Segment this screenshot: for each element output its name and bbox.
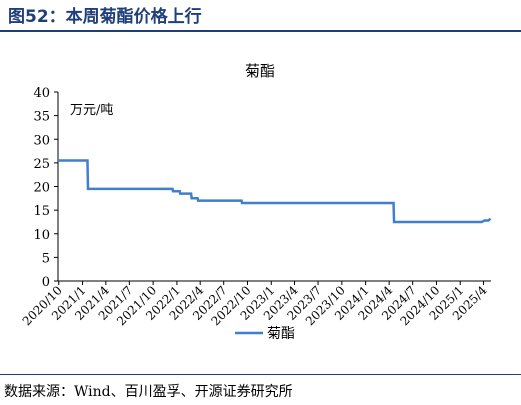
- y-tick-label: 30: [33, 133, 50, 148]
- y-tick-label: 5: [42, 251, 50, 266]
- y-tick-label: 40: [33, 86, 50, 101]
- legend: 菊酯: [235, 326, 295, 342]
- series-group: [58, 159, 492, 224]
- unit-label: 万元/吨: [70, 103, 113, 118]
- y-tick-label: 25: [33, 157, 50, 172]
- x-axis-ticks: 2020/102021/12021/42021/72021/102022/120…: [20, 281, 490, 328]
- y-tick-label: 10: [33, 228, 50, 243]
- y-tick-label: 35: [33, 110, 50, 125]
- legend-label: 菊酯: [267, 326, 295, 342]
- source-note: 数据来源：Wind、百川盈孚、开源证券研究所: [4, 384, 293, 400]
- y-axis-ticks: 0 5 10 15 20 25 30 35 40: [33, 86, 58, 290]
- y-tick-label: 15: [33, 204, 50, 219]
- y-tick-label: 20: [33, 181, 50, 196]
- bottom-rule: [0, 374, 521, 375]
- series-line: [58, 159, 492, 224]
- figure-title: 图52：本周菊酯价格上行: [8, 7, 202, 27]
- title-rule: [0, 30, 521, 32]
- price-chart: 菊酯 万元/吨 0 5 10 15 20 25 30 35 40 2020/102021/120…: [20, 62, 492, 342]
- y-tick-label: 0: [42, 275, 50, 290]
- chart-title: 菊酯: [245, 62, 275, 80]
